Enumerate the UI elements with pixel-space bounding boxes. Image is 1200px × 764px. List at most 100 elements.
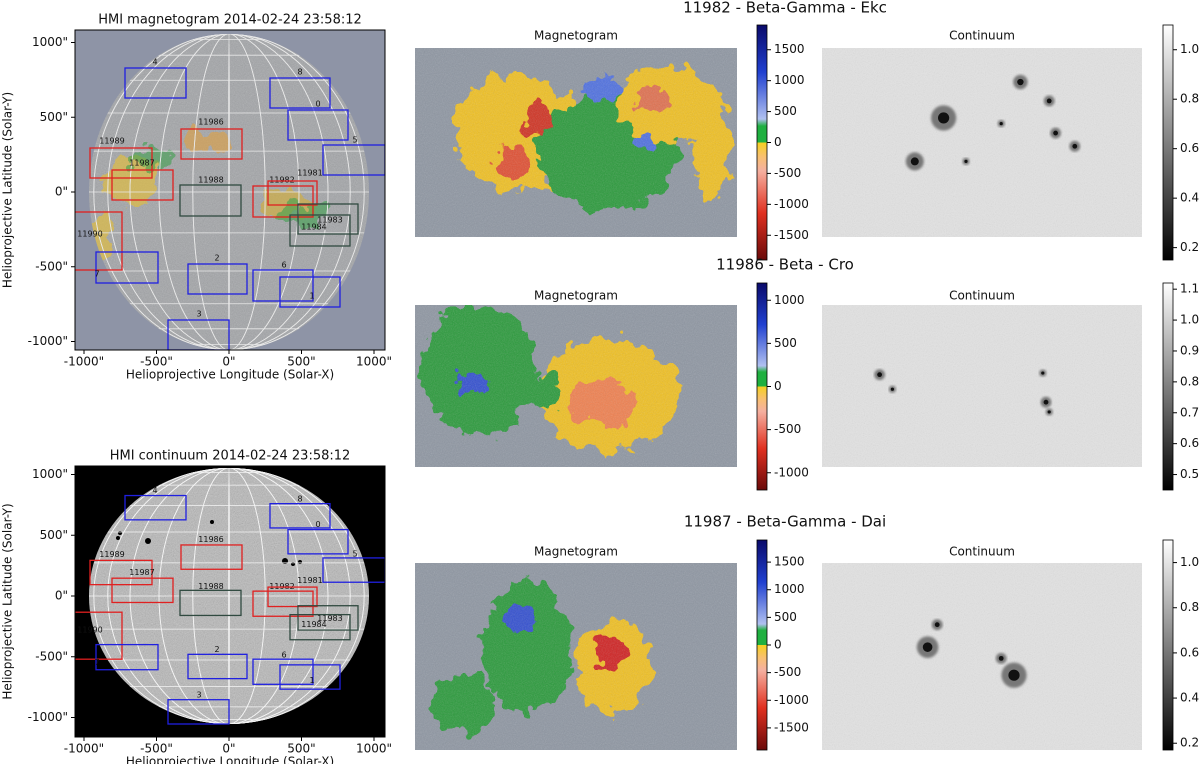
colorbar [1162,24,1174,261]
disk-texture [89,468,369,724]
y-tick-label: 0" [55,589,68,603]
umbra [1041,371,1045,375]
colorbar-tick-label: 1.0 [1180,555,1199,569]
sunspot [298,560,302,564]
region-box [322,557,385,583]
region-box [279,664,341,690]
region-label: 11984 [301,620,326,629]
region-label: 6 [281,261,286,270]
colorbar-tick-label: 0 [774,379,782,393]
colorbar [756,24,768,261]
colorbar-tick-label: 1.1 [1180,282,1199,296]
colorbar-tick-label: 0.9 [1180,343,1199,357]
row-title: 11986 - Beta - Cro [716,256,854,274]
colorbar-tick-label: 0.5 [1180,467,1199,481]
colorbar-tick-label: 1000 [774,582,805,596]
region-box [180,544,243,570]
region-box [167,699,230,725]
y-axis-label: Helioprojective Latitude (Solar-Y) [1,92,15,288]
x-tick-label: -500" [140,355,173,369]
noise [822,563,1142,750]
panel-title: HMI magnetogram 2014-02-24 23:58:12 [98,13,362,28]
region-box [124,67,187,99]
region-label: 11982 [269,582,294,591]
region-box [267,180,318,206]
umbra [1008,669,1020,681]
region-box [252,658,314,685]
umbra [1046,98,1052,104]
colorbar-tick-label: -1500 [774,720,809,734]
colorbar-tick-label: 0.6 [1180,436,1199,450]
region-label: 11989 [99,137,124,146]
subplot-title: Continuum [949,545,1015,559]
x-tick-label: -1000" [64,742,104,756]
region-label: 8 [297,68,302,77]
colorbar-tick-label: -1000 [774,693,809,707]
x-axis-label: Helioprojective Longitude (Solar-X) [126,755,334,764]
colorbar-tick-label: 0.7 [1180,405,1199,419]
region-label: 11984 [301,223,326,232]
magnetogram-image [415,305,737,467]
y-tick-label: -500" [35,259,68,273]
region-label: 11988 [198,176,223,185]
y-tick-label: -1000" [28,334,68,348]
colorbar-tick-label: 500 [774,104,797,118]
region-label: 0 [315,520,320,529]
panel-title: HMI continuum 2014-02-24 23:58:12 [110,449,351,464]
row-title: 11982 - Beta-Gamma - Ekc [683,0,887,17]
umbra [910,157,919,166]
y-axis-label: Helioprojective Latitude (Solar-Y) [1,503,15,699]
region-label: 11987 [129,568,154,577]
y-tick-label: 500" [40,528,68,542]
region-box [269,77,331,109]
region-label: 8 [297,494,302,503]
continuum-image [822,305,1142,467]
region-label: 6 [281,651,286,660]
region-box [111,169,174,201]
noise [822,305,1142,467]
subplot-title: Magnetogram [534,289,618,303]
cutout-row: 11986 - Beta - Cro Magnetogram 1000 500 0 -50… [415,256,1199,491]
umbra [1043,399,1049,405]
axes-frame [74,465,386,738]
subplot-title: Magnetogram [534,545,618,559]
region-box [287,109,349,141]
colorbar-tick-label: 0.2 [1180,240,1199,254]
colorbar-tick-label: -1000 [774,465,809,479]
y-tick-label: 500" [40,110,68,124]
region-label: 4 [152,58,157,67]
region-label: 1 [309,676,314,685]
colorbar-tick-label: -500 [774,166,801,180]
x-tick-label: 500" [287,355,315,369]
region-label: 11989 [99,550,124,559]
region-box [252,185,314,218]
colorbar-tick-label: 0.8 [1180,92,1199,106]
colorbar [756,539,768,751]
colorbar [756,282,768,491]
y-tick-label: 0" [55,185,68,199]
region-label: 0 [315,100,320,109]
x-tick-label: -1000" [64,355,104,369]
region-box [187,653,248,680]
region-box [180,128,243,160]
magnetogram-image [415,48,737,237]
colorbar-tick-label: 0.2 [1180,736,1199,750]
region-label: 11987 [129,159,154,168]
colorbar [1162,282,1174,491]
colorbar-tick-label: 1000 [774,73,805,87]
colorbar-tick-label: 0.6 [1180,141,1199,155]
region-box [95,643,159,671]
umbra [1053,130,1058,136]
umbra [964,159,968,163]
umbra [934,622,940,628]
umbra [890,387,895,391]
umbra [999,122,1003,126]
region-label: 11982 [269,176,294,185]
region-label: 2 [214,645,219,654]
umbra [877,372,882,378]
region-label: 11983 [317,614,342,623]
axes-frame [74,29,386,351]
umbra [1047,410,1051,414]
